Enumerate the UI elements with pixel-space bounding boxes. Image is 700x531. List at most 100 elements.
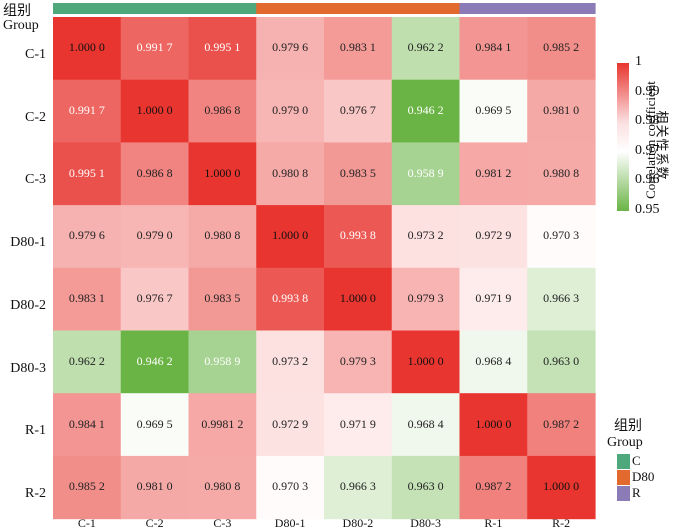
row-label: D80-2 <box>10 297 46 313</box>
heatmap-cell <box>188 142 257 206</box>
cell-value-label: 0.983 5 <box>204 291 241 306</box>
colorbar-tick-label: 0.98 <box>635 113 660 129</box>
cell-value-label: 0.976 7 <box>136 291 173 306</box>
column-label: D80-3 <box>410 516 441 530</box>
column-label: D80-1 <box>274 516 306 530</box>
colorbar-tick-label: 0.99 <box>635 83 660 99</box>
cell-value-label: 1.000 0 <box>543 479 580 494</box>
heatmap-cell <box>459 267 528 332</box>
cell-value-label: 0.958 9 <box>204 353 241 368</box>
group-bar-C-3 <box>188 3 257 14</box>
colorbar-tick-label: 1 <box>635 54 642 69</box>
cell-value-label: 0.946 2 <box>136 353 173 368</box>
heatmap-cell <box>527 267 596 332</box>
group-bar-R-2 <box>527 3 596 14</box>
heatmap-cell <box>527 142 596 206</box>
cell-value-label: 0.983 1 <box>68 291 105 306</box>
cell-value-label: 0.979 6 <box>68 228 105 243</box>
cell-value-label: 0.995 1 <box>68 165 105 180</box>
colorbar-gradient <box>617 63 629 211</box>
heatmap-cell <box>527 17 596 81</box>
row-label: D80-3 <box>10 360 46 376</box>
heatmap-cell <box>120 17 190 81</box>
row-label: C-2 <box>25 109 46 125</box>
cell-value-label: 0.984 1 <box>68 416 105 431</box>
cell-value-label: 0.976 7 <box>339 103 376 118</box>
heatmap-cell <box>188 205 257 269</box>
heatmap-cell <box>120 142 190 206</box>
legend-swatch-c <box>617 454 630 469</box>
cell-value-label: 0.963 0 <box>407 479 444 494</box>
heatmap-cell <box>188 393 257 457</box>
cell-value-label: 0.983 1 <box>339 40 376 55</box>
heatmap-cell <box>120 79 190 143</box>
group-annotation-bar <box>53 3 596 14</box>
column-label: R-1 <box>484 516 503 530</box>
cell-value-label: 0.969 5 <box>136 416 173 431</box>
heatmap-cell <box>459 330 528 394</box>
cell-value-label: 0.985 2 <box>68 479 105 494</box>
legend-item-label: D80 <box>632 469 655 484</box>
heatmap-cell <box>188 330 257 394</box>
legend-item-label: C <box>632 453 641 468</box>
column-label: C-2 <box>145 516 164 530</box>
heatmap-cell <box>188 79 257 143</box>
cell-value-label: 1.000 0 <box>475 416 512 431</box>
heatmap-cell <box>459 79 528 143</box>
heatmap-cell <box>391 455 461 520</box>
cell-value-label: 0.979 3 <box>407 291 444 306</box>
cell-value-label: 0.993 8 <box>272 291 309 306</box>
heatmap-cell <box>256 455 325 520</box>
heatmap-cell <box>53 17 122 81</box>
cell-value-label: 0.987 2 <box>475 479 512 494</box>
cell-value-label: 0.972 9 <box>272 416 309 431</box>
cell-value-label: 1.000 0 <box>204 165 241 180</box>
legend-title-cn: 组别 <box>614 419 642 434</box>
cell-value-label: 0.946 2 <box>407 103 444 118</box>
heatmap-cell <box>527 455 596 520</box>
heatmap-cell <box>120 205 190 269</box>
cell-value-label: 1.000 0 <box>339 291 376 306</box>
group-bar-C-1 <box>53 3 122 14</box>
colorbar-title-en: Correlation coefficient <box>642 81 658 199</box>
column-label: R-2 <box>552 516 571 530</box>
row-label: C-3 <box>25 172 46 188</box>
cell-value-label: 0.981 2 <box>475 165 512 180</box>
heatmap-cell <box>527 393 596 457</box>
heatmap-cell <box>188 267 257 332</box>
heatmap-cell <box>527 79 596 143</box>
heatmap-cell <box>256 393 325 457</box>
heatmap-cell <box>53 79 122 143</box>
cell-value-label: 0.981 0 <box>136 479 173 494</box>
cell-value-label: 0.980 8 <box>204 479 241 494</box>
heatmap-cell <box>256 330 325 394</box>
heatmap-cell <box>256 267 325 332</box>
heatmap-cell <box>324 142 393 206</box>
heatmap-cell <box>324 393 393 457</box>
heatmap-cell <box>459 17 528 81</box>
heatmap-cell <box>256 142 325 206</box>
cell-value-label: 0.979 0 <box>272 103 309 118</box>
heatmap-cell <box>391 79 461 143</box>
heatmap-cell <box>188 455 257 520</box>
cell-value-label: 0.984 1 <box>475 40 512 55</box>
cell-value-label: 0.972 9 <box>475 228 512 243</box>
cell-value-label: 1.000 0 <box>407 353 444 368</box>
heatmap-cell <box>324 455 393 520</box>
heatmap-cell <box>188 17 257 81</box>
heatmap-cell <box>391 393 461 457</box>
cell-value-label: 0.971 9 <box>339 416 376 431</box>
legend-title-en: Group <box>607 435 643 450</box>
cell-value-label: 0.981 0 <box>543 103 580 118</box>
corner-group-label-cn: 组别 <box>3 4 31 19</box>
colorbar <box>617 63 629 211</box>
cell-value-label: 0.986 8 <box>136 165 173 180</box>
heatmap-cell <box>120 455 190 520</box>
column-label: D80-2 <box>342 516 374 530</box>
heatmap-cell <box>53 267 122 332</box>
colorbar-tick-label: 0.95 <box>635 202 660 217</box>
heatmap-cell <box>120 267 190 332</box>
heatmap-cell <box>391 142 461 206</box>
cell-value-label: 0.973 2 <box>272 353 309 368</box>
